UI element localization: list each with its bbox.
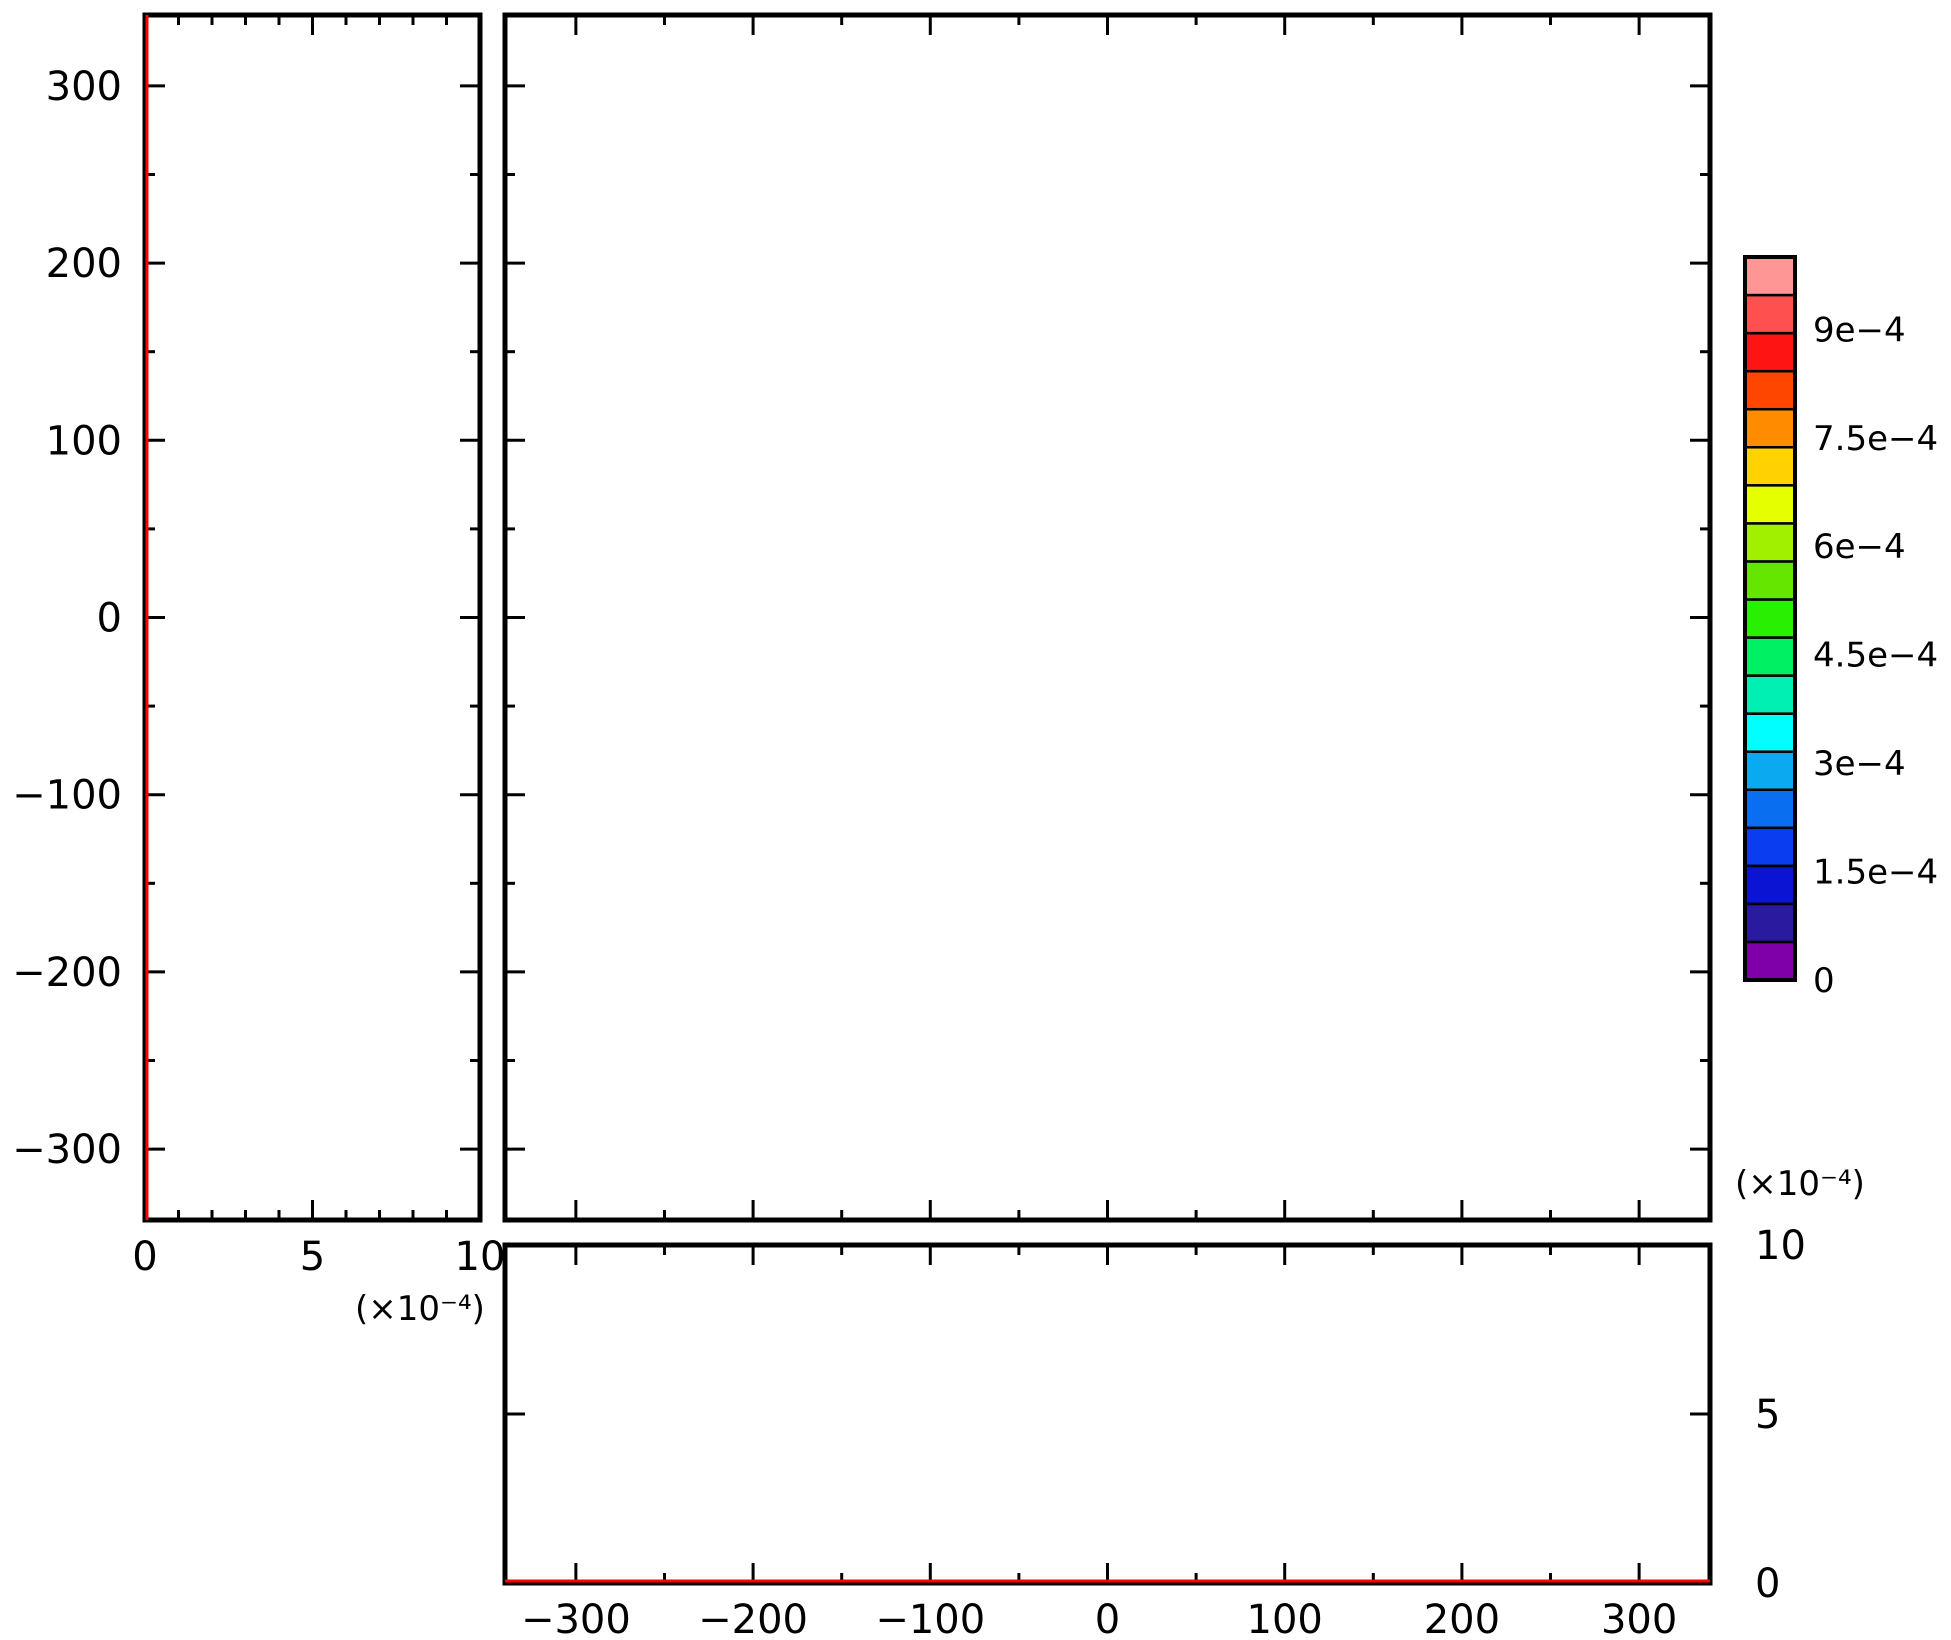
colorbar-segment <box>1743 674 1797 715</box>
colorbar-segment <box>1743 331 1797 373</box>
x-tick-label: 0 <box>132 1234 157 1280</box>
main-map-frame <box>502 12 1713 1223</box>
bottom-profile-frame <box>502 1242 1713 1586</box>
colorbar-segment <box>1743 598 1797 639</box>
x-tick-label: 300 <box>1601 1597 1677 1640</box>
main-map-panel <box>502 12 1713 1223</box>
colorbar-segment <box>1743 255 1797 297</box>
bottom-profile-y-multiplier: (×10⁻⁴) <box>1735 1164 1865 1204</box>
colorbar-label: 3e−4 <box>1813 744 1906 784</box>
x-tick-label: −300 <box>521 1597 631 1640</box>
main-map-ticks <box>505 15 1710 1220</box>
x-tick-label: 10 <box>455 1234 506 1280</box>
left-profile-ticks <box>143 15 482 1220</box>
colorbar-segment <box>1743 940 1797 982</box>
x-tick-label: 5 <box>300 1234 325 1280</box>
left-profile-tick-labels: 0 5 10 300 200 100 0 −100 −200 −300 <box>12 64 505 1280</box>
colorbar-label: 9e−4 <box>1813 310 1906 350</box>
colorbar-segment <box>1743 636 1797 677</box>
colorbar-label: 4.5e−4 <box>1813 636 1938 676</box>
colorbar-segment <box>1743 446 1797 487</box>
y-tick-label: −300 <box>12 1127 122 1173</box>
colorbar-segment <box>1743 407 1797 449</box>
colorbar-segment <box>1743 712 1797 753</box>
x-tick-label: 200 <box>1424 1597 1500 1640</box>
bottom-profile-ticks <box>505 1243 1710 1585</box>
colorbar-segment <box>1743 864 1797 906</box>
bottom-profile-tick-labels: −300 −200 −100 0 100 200 300 10 5 0 <box>521 1223 1806 1640</box>
colorbar-segment <box>1743 750 1797 791</box>
colorbar-segment <box>1743 484 1797 525</box>
y-tick-label: 300 <box>46 64 122 110</box>
colorbar: 9e−4 7.5e−4 6e−4 4.5e−4 3e−4 1.5e−4 0 <box>1743 255 1938 1001</box>
x-tick-label: −200 <box>698 1597 808 1640</box>
x-tick-label: −100 <box>875 1597 985 1640</box>
colorbar-label: 1.5e−4 <box>1813 853 1938 893</box>
colorbar-frame <box>1743 255 1797 982</box>
bottom-profile-panel: −300 −200 −100 0 100 200 300 10 5 0 (×10⁻⁴) <box>502 1164 1865 1640</box>
y-tick-label: 5 <box>1755 1392 1780 1438</box>
colorbar-segment <box>1743 560 1797 601</box>
y-tick-label: 0 <box>1755 1561 1780 1607</box>
colorbar-label: 6e−4 <box>1813 527 1906 567</box>
y-tick-label: 0 <box>97 596 122 642</box>
colorbar-segment <box>1743 293 1797 335</box>
x-tick-label: 100 <box>1247 1597 1323 1640</box>
colorbar-segment <box>1743 826 1797 868</box>
colorbar-segment <box>1743 369 1797 411</box>
colorbar-segment <box>1743 902 1797 944</box>
y-tick-label: 10 <box>1755 1223 1806 1269</box>
y-tick-label: 200 <box>46 241 122 287</box>
y-tick-label: 100 <box>46 418 122 464</box>
left-profile-frame <box>142 12 483 1223</box>
y-tick-label: −100 <box>12 773 122 819</box>
colorbar-segment <box>1743 522 1797 563</box>
colorbar-label: 0 <box>1813 961 1835 1001</box>
y-tick-label: −200 <box>12 950 122 996</box>
left-profile-x-multiplier: (×10⁻⁴) <box>355 1289 485 1329</box>
colorbar-label: 7.5e−4 <box>1813 419 1938 459</box>
x-tick-label: 0 <box>1095 1597 1120 1640</box>
colorbar-segment <box>1743 788 1797 830</box>
left-profile-panel: 0 5 10 300 200 100 0 −100 −200 −300 (×10⁻⁴) <box>12 12 505 1329</box>
